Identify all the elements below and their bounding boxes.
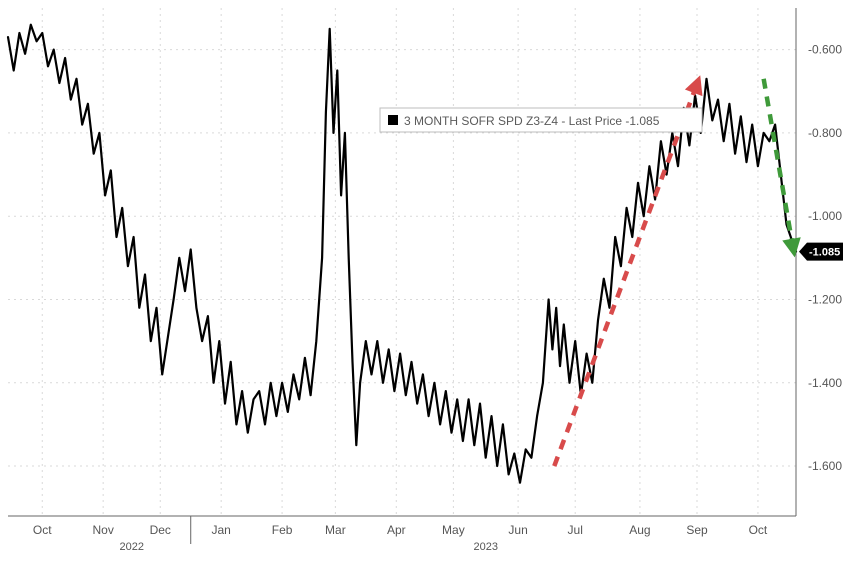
- x-tick-label: Nov: [92, 523, 113, 537]
- y-tick-label: -1.200: [808, 292, 842, 306]
- x-tick-label: Sep: [686, 523, 708, 537]
- x-tick-label: Aug: [629, 523, 650, 537]
- x-tick-label: Apr: [387, 523, 406, 537]
- x-tick-label: Jan: [211, 523, 230, 537]
- y-tick-label: -0.600: [808, 43, 842, 57]
- legend-label: 3 MONTH SOFR SPD Z3-Z4 - Last Price -1.0…: [404, 114, 660, 128]
- last-price-value: -1.085: [809, 247, 840, 259]
- y-tick-label: -1.000: [808, 209, 842, 223]
- chart-canvas: -0.600 -0.800 -1.000 -1.200 -1.400 -1.600 Oct N…: [0, 0, 848, 564]
- x-year-label: 2023: [474, 541, 498, 553]
- x-tick-label: Oct: [33, 523, 52, 537]
- x-tick-label: Oct: [749, 523, 768, 537]
- x-tick-label: Mar: [325, 523, 346, 537]
- legend-marker: [388, 115, 398, 125]
- y-tick-label: -1.400: [808, 376, 842, 390]
- x-year-label: 2022: [119, 541, 143, 553]
- y-tick-label: -1.600: [808, 459, 842, 473]
- x-tick-label: May: [442, 523, 465, 537]
- x-tick-label: Jun: [508, 523, 527, 537]
- sofr-spread-chart: -0.600 -0.800 -1.000 -1.200 -1.400 -1.600 Oct N…: [0, 0, 848, 564]
- x-tick-label: Jul: [568, 523, 583, 537]
- x-tick-label: Feb: [272, 523, 293, 537]
- x-tick-label: Dec: [150, 523, 171, 537]
- y-tick-label: -0.800: [808, 126, 842, 140]
